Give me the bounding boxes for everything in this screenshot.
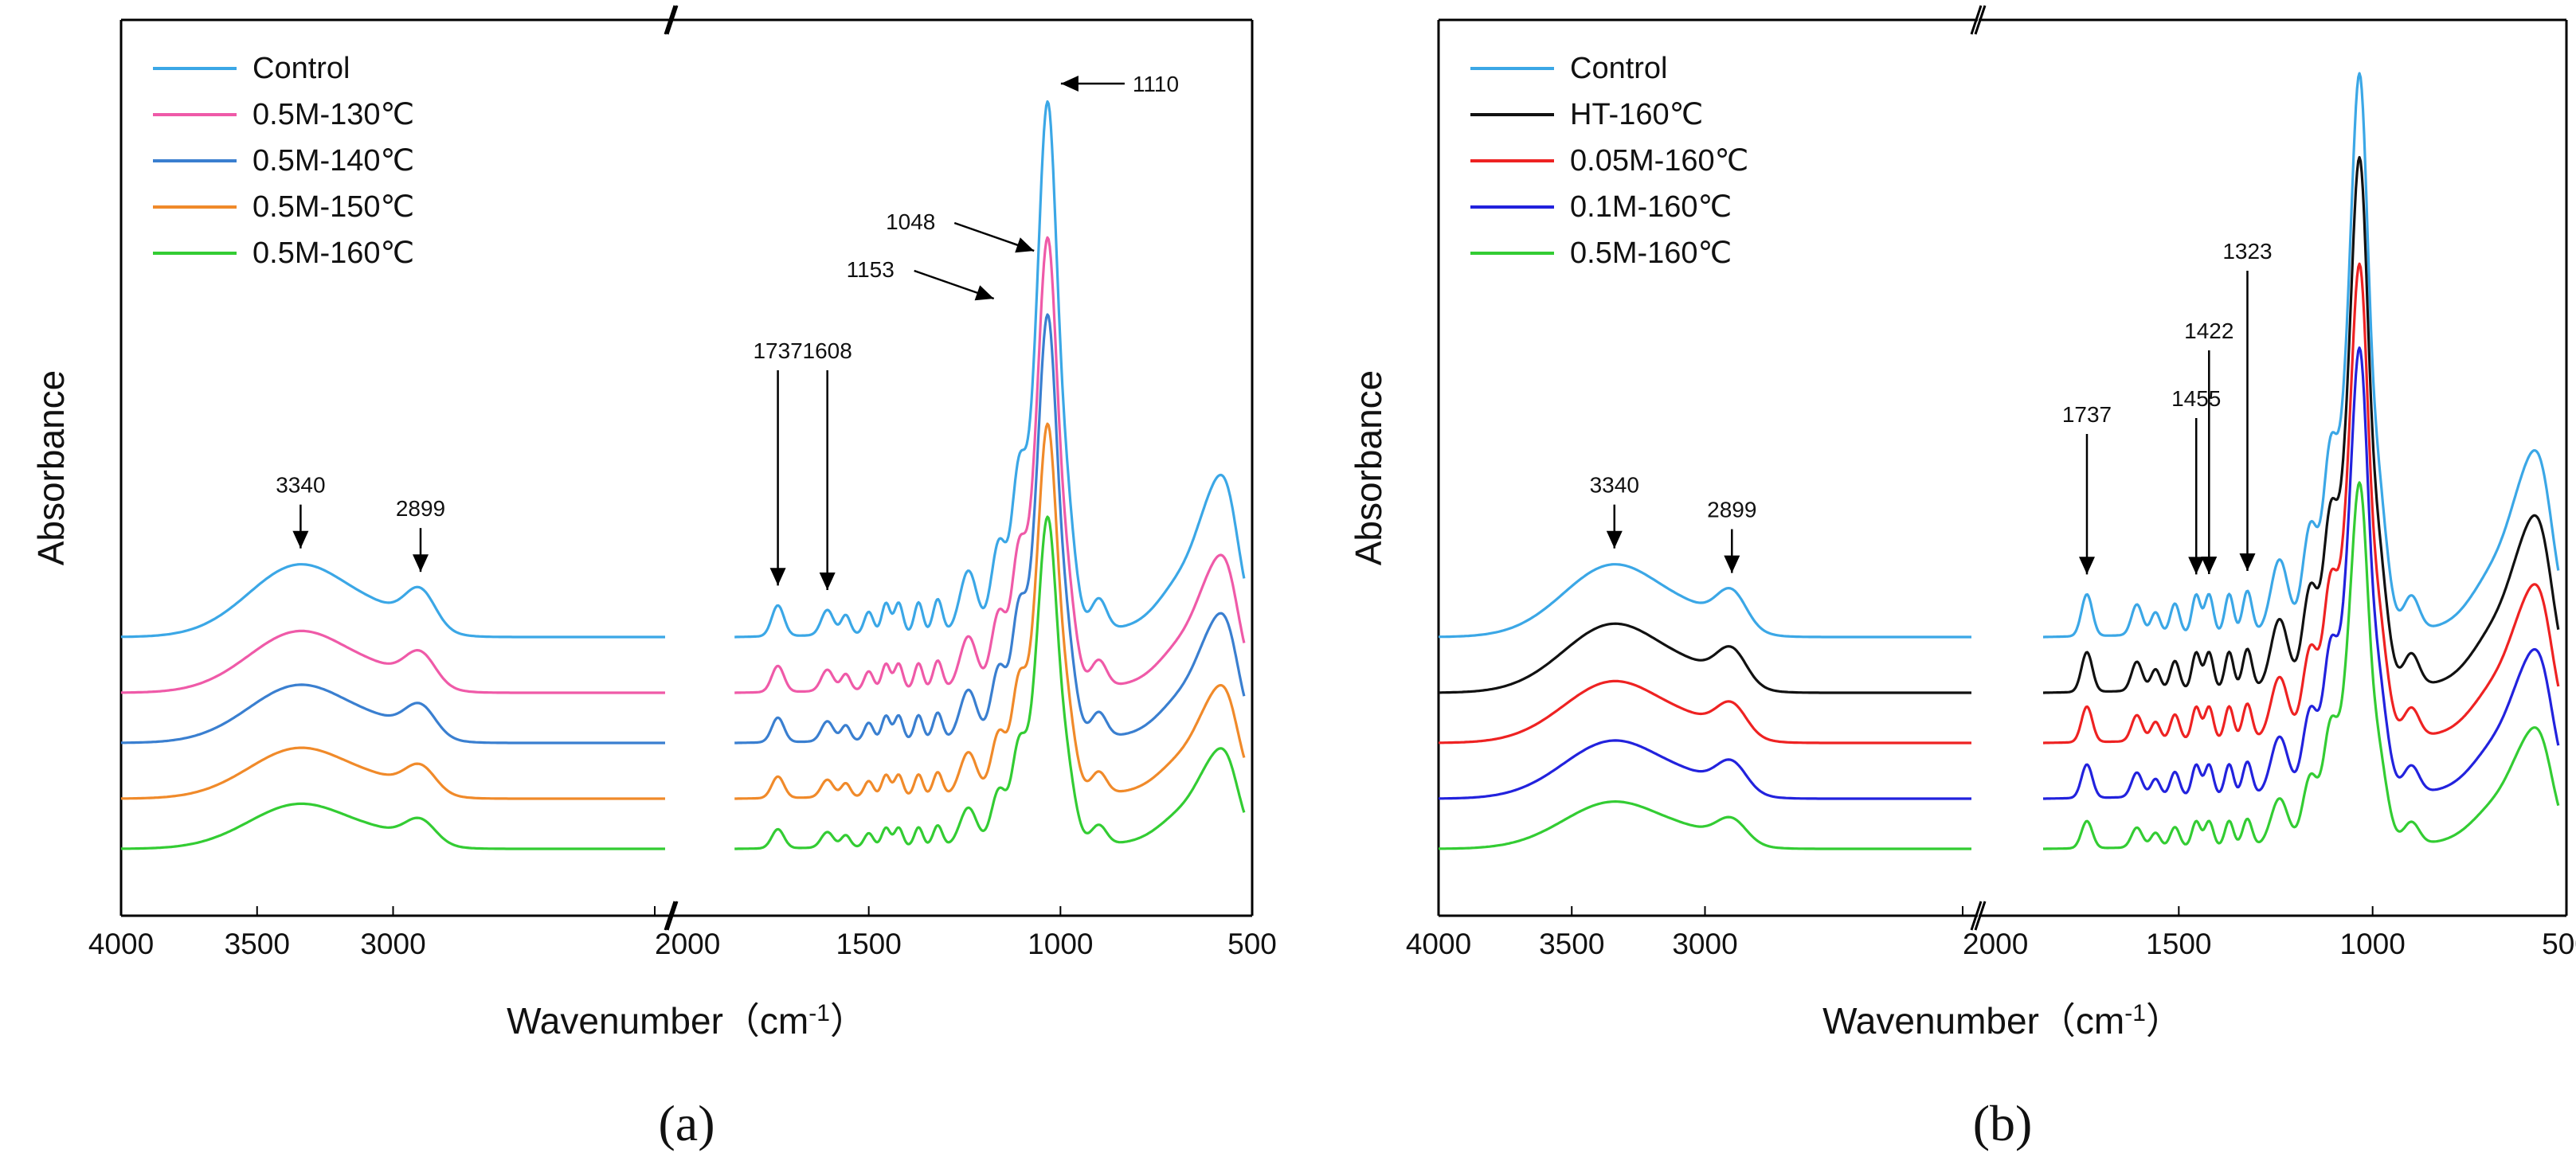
annotation-arrow-head [2201, 557, 2218, 574]
annotation-arrow-head [413, 554, 429, 573]
x-tick-label: 3500 [1539, 928, 1604, 960]
annotation-label: 1608 [803, 338, 852, 363]
axis-break-mark [666, 901, 679, 931]
annotation-arrow-head [2239, 553, 2256, 571]
x-tick-label: 4000 [88, 928, 154, 960]
series-line-3-right [2042, 346, 2560, 800]
annotation-arrow-head [2079, 557, 2095, 575]
x-axis-title-main: Wavenumber（cm [507, 1000, 808, 1042]
axis-break-mark [664, 5, 676, 35]
series-line-2-right [734, 313, 1246, 745]
legend-entry: 0.05M-160℃ [1570, 144, 1748, 178]
annotation-label: 1048 [886, 209, 935, 234]
legend-entry: 0.5M-140℃ [253, 144, 414, 178]
x-tick-label: 3000 [1672, 928, 1737, 960]
annotation-arrow-head [292, 530, 309, 549]
x-tick-label: 3000 [360, 928, 425, 960]
annotation-label: 2899 [1707, 498, 1756, 522]
annotation-arrow-head [2188, 557, 2205, 575]
annotation-label: 1110 [1133, 72, 1179, 96]
axis-break-mark [664, 901, 676, 931]
series-line-1-left [1439, 622, 1971, 694]
annotation-label: 2899 [396, 496, 445, 521]
series-line-2-left [121, 683, 665, 745]
axis-break-mark [1970, 5, 1983, 35]
panel-label: (b) [1973, 1095, 2033, 1151]
series-line-2-right [2042, 262, 2560, 745]
annotation-label: 1153 [847, 257, 895, 282]
x-tick-label: 500 [1227, 928, 1277, 960]
chart-panel-a: 4000 3500 3000 2000 1500 1000 500 Wavenumber（cm… [30, 5, 1277, 1151]
series-line-3-right [734, 422, 1246, 800]
annotation-label: 3340 [1590, 473, 1639, 498]
x-tick-label: 2000 [655, 928, 720, 960]
series-line-0-left [120, 563, 665, 639]
x-axis-title-suffix: ） [830, 1000, 867, 1042]
x-tick-label: 1500 [2146, 928, 2211, 960]
x-axis-title-main: Wavenumber（cm [1822, 1000, 2124, 1042]
series-line-4-right [2042, 481, 2560, 850]
series-line-4-right [734, 515, 1246, 850]
annotation-arrow-head [974, 285, 994, 301]
legend-entry: 0.1M-160℃ [1570, 190, 1732, 224]
x-tick-label: 1000 [1028, 928, 1093, 960]
annotation-arrow-head [769, 568, 786, 586]
x-tick-label: 3500 [225, 928, 290, 960]
annotation-arrow-head [1060, 76, 1079, 92]
x-axis-title-superscript: -1 [2124, 1000, 2146, 1026]
x-tick-label: 500 [2542, 928, 2576, 960]
series-line-3-left [1439, 739, 1971, 800]
legend-entry: Control [1570, 52, 1668, 85]
annotation-label: 1422 [2184, 319, 2233, 343]
annotation-label: 1737 [753, 338, 802, 363]
annotation-label: 1737 [2062, 402, 2112, 427]
series-line-0-right [2042, 72, 2560, 639]
legend-entry: HT-160℃ [1570, 98, 1703, 131]
annotation-label: 1323 [2222, 239, 2272, 264]
annotation-label: 3340 [276, 473, 325, 498]
series-line-4-left [1438, 799, 1971, 850]
axis-break-mark [1974, 5, 1987, 35]
x-axis-title-suffix: ） [2146, 1000, 2183, 1042]
series-line-3-left [121, 746, 665, 800]
axis-break-mark [666, 5, 679, 35]
annotation-arrow-head [1724, 555, 1740, 573]
annotation-arrow-head [1606, 530, 1623, 549]
x-tick-label: 1500 [836, 928, 902, 960]
series-line-4-left [120, 802, 665, 850]
panel-label: (a) [658, 1095, 714, 1151]
legend-entry: 0.5M-150℃ [253, 190, 414, 224]
y-axis-title: Absorbance [1348, 370, 1389, 566]
y-axis-title: Absorbance [30, 370, 72, 566]
x-tick-label: 4000 [1406, 928, 1471, 960]
x-axis-title: Wavenumber（cm-1） [1822, 1000, 2183, 1042]
x-axis-title-superscript: -1 [808, 1000, 830, 1026]
x-tick-label: 1000 [2340, 928, 2406, 960]
series-line-2-left [1439, 679, 1971, 745]
annotation-arrow-head [1015, 237, 1035, 253]
axis-break-mark [1974, 901, 1987, 931]
legend-entry: 0.5M-130℃ [253, 98, 414, 131]
chart-panel-b: 4000 3500 3000 2000 1500 1000 500 Wavenumber（cm… [1348, 5, 2576, 1151]
series-line-0-right [734, 100, 1246, 639]
annotation-label: 1455 [2171, 386, 2221, 411]
legend-entry: Control [253, 52, 350, 85]
series-line-0-left [1438, 563, 1971, 639]
x-tick-label: 2000 [1963, 928, 2028, 960]
legend-entry: 0.5M-160℃ [1570, 236, 1732, 270]
x-axis-title: Wavenumber（cm-1） [507, 1000, 867, 1042]
series-line-1-right [734, 236, 1246, 694]
axis-break-mark [1970, 901, 1983, 931]
legend-entry: 0.5M-160℃ [253, 236, 414, 270]
series-line-1-right [2042, 155, 2560, 694]
annotation-arrow-head [819, 573, 836, 590]
series-line-1-left [121, 629, 665, 694]
